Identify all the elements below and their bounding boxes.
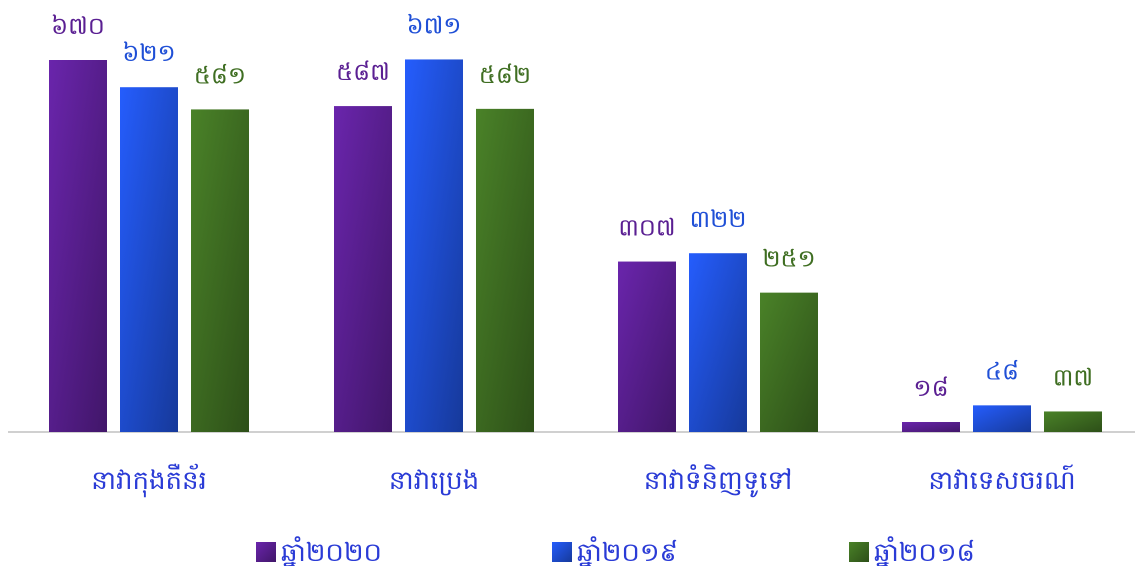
category-label-3: នាវាទេសចរណ៍ — [928, 464, 1075, 496]
value-label-0-1: ៦២១ — [122, 39, 175, 67]
value-label-1-1: ៦៧១ — [407, 11, 462, 39]
bar-2-1 — [689, 253, 747, 432]
value-label-1-0: ៥៨៧ — [336, 58, 390, 86]
category-label-1: នាវាប្រេង — [389, 466, 479, 496]
bar-0-0 — [49, 60, 107, 432]
value-label-2-2: ២៥១ — [762, 245, 815, 273]
legend-label-2: ឆ្នាំ២០១៨ — [874, 536, 975, 566]
legend-swatch-1 — [552, 542, 572, 562]
value-label-2-1: ៣២២ — [690, 205, 747, 233]
value-label-3-0: ១៨ — [913, 374, 948, 402]
value-label-0-0: ៦៧០ — [51, 12, 105, 40]
bar-2-2 — [760, 292, 818, 432]
bar-2-0 — [618, 261, 676, 432]
bar-3-0 — [902, 422, 960, 432]
value-label-0-2: ៥៨១ — [194, 61, 246, 89]
bar-0-2 — [191, 109, 249, 433]
bar-0-1 — [120, 87, 178, 433]
value-label-2-0: ៣០៧ — [618, 214, 675, 242]
value-label-3-1: ៤៨ — [985, 357, 1019, 385]
bar-3-2 — [1044, 411, 1102, 432]
bar-1-1 — [405, 59, 463, 433]
legend: ឆ្នាំ២០២០ ឆ្នាំ២០១៩ ឆ្នាំ២០១៨ — [256, 536, 975, 566]
legend-label-0: ឆ្នាំ២០២០ — [281, 536, 382, 566]
value-label-1-2: ៥៨២ — [479, 61, 531, 89]
bar-1-2 — [476, 108, 534, 432]
legend-swatch-0 — [256, 542, 276, 562]
legend-label-1: ឆ្នាំ២០១៩ — [577, 536, 678, 566]
category-label-2: នាវាទំនិញទូទៅ — [644, 464, 793, 498]
bar-3-1 — [973, 405, 1031, 432]
bar-1-0 — [334, 106, 392, 432]
category-label-0: នាវាកុងតឺន័រ — [91, 463, 207, 498]
legend-swatch-2 — [849, 542, 869, 562]
category-labels-group: នាវាកុងតឺន័រ នាវាប្រេង នាវាទំនិញទូទៅ នាវាទេ… — [91, 463, 1075, 498]
value-label-3-2: ៣៧ — [1053, 363, 1093, 391]
bars-group — [49, 59, 1102, 433]
